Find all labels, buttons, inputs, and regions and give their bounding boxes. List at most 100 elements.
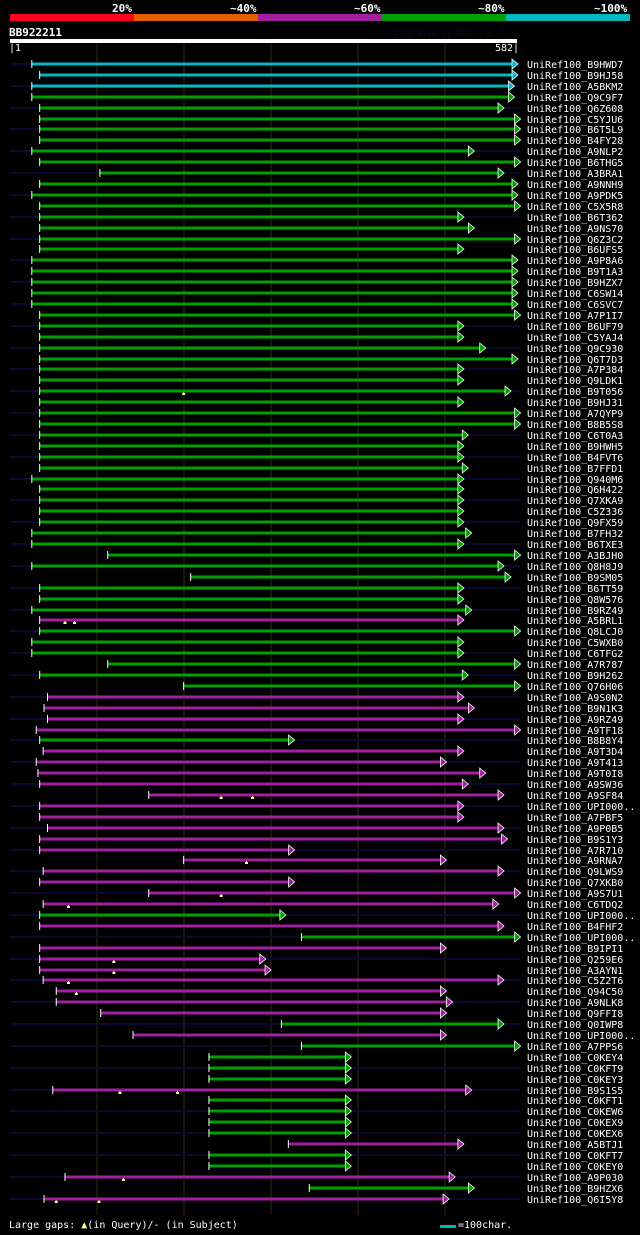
hit-end-arrow	[344, 1051, 352, 1063]
hit-label: UniRef100_A9TF18	[527, 726, 623, 737]
hit-label: UniRef100_B9SM05	[527, 573, 623, 584]
hit-end-arrow	[514, 887, 522, 899]
hit-label: UniRef100_A9S7U1	[527, 889, 623, 900]
hit-label: UniRef100_B8B5S8	[527, 420, 623, 431]
hit-end-arrow	[457, 374, 465, 386]
query-gap-marker	[66, 906, 70, 908]
hit-label: UniRef100_C0KFT1	[527, 1096, 623, 1107]
hit-label: UniRef100_Q6H422	[527, 485, 623, 496]
hit-label: UniRef100_Q9LDK1	[527, 376, 623, 387]
hit-end-arrow	[457, 636, 465, 648]
hit-label: UniRef100_B6TT59	[527, 584, 623, 595]
scale-bar-icon	[440, 1225, 456, 1228]
scale-label-20: 20%	[112, 2, 132, 15]
hit-end-arrow	[514, 156, 522, 168]
scale-label-40: ~40%	[230, 2, 257, 15]
hit-label: UniRef100_C5X5R8	[527, 202, 623, 213]
hit-end-arrow	[279, 909, 287, 921]
hit-end-arrow	[457, 538, 465, 550]
gaps-legend-query: (in Query)/	[87, 1220, 154, 1231]
hit-end-arrow	[457, 243, 465, 255]
hit-end-arrow	[344, 1160, 352, 1172]
hit-end-arrow	[514, 931, 522, 943]
hit-end-arrow	[497, 822, 505, 834]
hit-end-arrow	[344, 1127, 352, 1139]
hit-label: UniRef100_B7FH32	[527, 529, 623, 540]
query-gap-marker	[219, 895, 223, 897]
hit-end-arrow	[344, 1105, 352, 1117]
query-gap-icon: ▲	[81, 1220, 88, 1231]
scale-swatch-20	[10, 14, 134, 21]
hit-end-arrow	[344, 1094, 352, 1106]
query-start-label: |1	[9, 43, 22, 54]
hit-end-arrow	[497, 920, 505, 932]
hit-end-arrow	[514, 625, 522, 637]
scale-swatch-80	[382, 14, 506, 21]
hit-end-arrow	[514, 309, 522, 321]
hit-end-arrow	[457, 473, 465, 485]
hit-label: UniRef100_C5YAJ4	[527, 333, 623, 344]
hit-label: UniRef100_C0KEY0	[527, 1162, 623, 1173]
hit-end-arrow	[467, 222, 475, 234]
hit-end-arrow	[440, 1029, 448, 1041]
hit-label: UniRef100_C6SVC7	[527, 300, 623, 311]
gaps-legend-prefix: Large gaps:	[9, 1220, 82, 1231]
hit-end-arrow	[457, 451, 465, 463]
hit-label: UniRef100_A9RZ49	[527, 715, 623, 726]
hit-end-arrow	[465, 527, 473, 539]
hit-end-arrow	[479, 767, 487, 779]
hit-end-arrow	[511, 353, 519, 365]
hit-end-arrow	[511, 298, 519, 310]
query-bar	[10, 39, 517, 43]
hit-label: UniRef100_C5YJU6	[527, 115, 623, 126]
hit-label: UniRef100_B7FFD1	[527, 464, 623, 475]
hit-label: UniRef100_Q7XKA9	[527, 496, 623, 507]
hit-label: UniRef100_B9T056	[527, 387, 623, 398]
hit-label: UniRef100_C0KEY4	[527, 1053, 623, 1064]
query-gap-marker	[121, 1179, 125, 1181]
hit-label: UniRef100_A9T3D4	[527, 747, 623, 758]
hit-end-arrow	[344, 1116, 352, 1128]
hit-end-arrow	[446, 996, 454, 1008]
hit-end-arrow	[497, 789, 505, 801]
hit-end-arrow	[511, 287, 519, 299]
hit-label: UniRef100_B6TXE3	[527, 540, 623, 551]
gaps-legend: Large gaps: ▲(in Query)/- (in Subject)	[9, 1220, 238, 1231]
hit-end-arrow	[457, 320, 465, 332]
hit-label: UniRef100_A9P8A6	[527, 256, 623, 267]
hit-end-arrow	[492, 898, 500, 910]
hit-label: UniRef100_C5Z336	[527, 507, 623, 518]
hit-end-arrow	[514, 407, 522, 419]
hit-label: UniRef100_C5WXB0	[527, 638, 623, 649]
hit-label: UniRef100_B6UFS5	[527, 245, 623, 256]
hit-label: UniRef100_UPI000..	[527, 911, 635, 922]
hit-label: UniRef100_A9NLK8	[527, 998, 623, 1009]
hit-label: UniRef100_Q8W576	[527, 595, 623, 606]
hit-end-arrow	[497, 974, 505, 986]
query-gap-marker	[182, 393, 186, 395]
query-gap-marker	[54, 1201, 58, 1203]
hit-label: UniRef100_B9T1A3	[527, 267, 623, 278]
hit-end-arrow	[457, 516, 465, 528]
hit-end-arrow	[465, 1084, 473, 1096]
hit-label: UniRef100_A9NNH9	[527, 180, 623, 191]
hit-label: UniRef100_Q6I5Y8	[527, 1195, 623, 1206]
query-gap-marker	[63, 622, 67, 624]
hit-label: UniRef100_Q7XKB0	[527, 878, 623, 889]
hit-label: UniRef100_B9RZ49	[527, 606, 623, 617]
hit-label: UniRef100_B8B8Y4	[527, 736, 623, 747]
hit-end-arrow	[514, 200, 522, 212]
scale-swatch-60	[258, 14, 382, 21]
hit-end-arrow	[514, 680, 522, 692]
hit-end-arrow	[457, 800, 465, 812]
hit-end-arrow	[457, 811, 465, 823]
hit-label: UniRef100_C0KEW6	[527, 1107, 623, 1118]
hit-label: UniRef100_A7P384	[527, 365, 623, 376]
hit-label: UniRef100_B4FVT6	[527, 453, 623, 464]
hit-label: UniRef100_B6THG5	[527, 158, 623, 169]
hit-label: UniRef100_A5BTJ1	[527, 1140, 623, 1151]
hit-end-arrow	[457, 582, 465, 594]
hit-end-arrow	[511, 265, 519, 277]
hit-label: UniRef100_Q9FFI8	[527, 1009, 623, 1020]
